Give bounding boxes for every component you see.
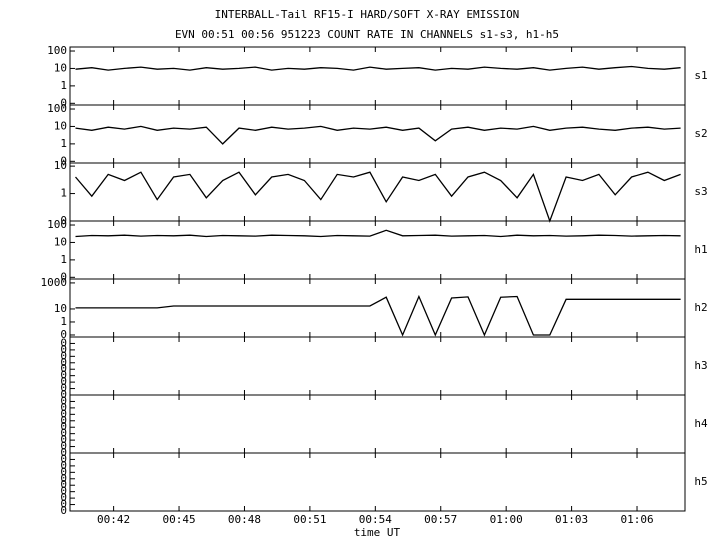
y-tick-label: 1000 — [41, 276, 68, 289]
y-tick-label: 0 — [60, 401, 67, 414]
y-tick-label: 10 — [54, 302, 67, 315]
y-tick-label: 0 — [60, 362, 67, 375]
y-tick-label: 0 — [60, 491, 67, 504]
y-tick-label: 0 — [60, 420, 67, 433]
y-tick-label: 1 — [60, 187, 67, 200]
x-tick-label: 01:00 — [490, 513, 523, 526]
y-tick-label: 10 — [54, 61, 67, 74]
panel-label: h4 — [694, 417, 708, 430]
y-tick-label: 1 — [60, 79, 67, 92]
y-tick-label: 0 — [60, 433, 67, 446]
panel-label: h5 — [694, 475, 707, 488]
data-line — [75, 229, 681, 238]
panel-label: h1 — [694, 243, 707, 256]
y-tick-label: 0 — [60, 214, 67, 227]
y-tick-label: 0 — [60, 459, 67, 472]
y-tick-label: 1 — [60, 315, 67, 328]
panel-frame — [69, 452, 686, 512]
y-tick-label: 0 — [60, 394, 67, 407]
y-tick-label: 0 — [60, 446, 67, 459]
y-tick-label: 10 — [54, 159, 67, 172]
y-tick-label: 0 — [60, 452, 67, 465]
y-tick-label: 0 — [60, 472, 67, 485]
y-tick-label: 0 — [60, 414, 67, 427]
y-tick-label: 0 — [60, 478, 67, 491]
y-tick-label: 0 — [60, 356, 67, 369]
y-tick-label: 100 — [47, 102, 67, 115]
x-tick-label: 01:06 — [620, 513, 653, 526]
y-tick-label: 0 — [60, 349, 67, 362]
panel-label: h2 — [694, 301, 707, 314]
chart-subtitle: EVN 00:51 00:56 951223 COUNT RATE IN CHA… — [175, 28, 559, 41]
y-tick-label: 0 — [60, 504, 67, 517]
x-axis-label: time UT — [354, 526, 401, 539]
y-tick-label: 100 — [47, 44, 67, 57]
y-tick-label: 0 — [60, 382, 67, 395]
y-tick-label: 1 — [60, 137, 67, 150]
x-tick-label: 00:45 — [162, 513, 195, 526]
y-tick-label: 0 — [60, 485, 67, 498]
y-tick-label: 1 — [60, 253, 67, 266]
y-tick-label: 10 — [54, 119, 67, 132]
data-line — [75, 125, 681, 145]
y-tick-label: 0 — [60, 270, 67, 283]
y-tick-label: 0 — [60, 498, 67, 511]
x-tick-label: 00:42 — [97, 513, 130, 526]
y-tick-label: 0 — [60, 465, 67, 478]
y-tick-label: 0 — [60, 96, 67, 109]
data-line — [75, 171, 681, 223]
y-tick-label: 0 — [60, 407, 67, 420]
y-tick-label: 0 — [60, 154, 67, 167]
data-line — [75, 294, 681, 337]
x-tick-label: 00:54 — [359, 513, 392, 526]
x-tick-label: 00:51 — [293, 513, 326, 526]
x-tick-label: 01:03 — [555, 513, 588, 526]
panel-label: s2 — [694, 127, 707, 140]
y-tick-label: 0 — [60, 343, 67, 356]
y-tick-label: 0 — [60, 328, 67, 341]
chart-title: INTERBALL-Tail RF15-I HARD/SOFT X-RAY EM… — [215, 8, 520, 21]
y-tick-label: 0 — [60, 375, 67, 388]
panel-label: s3 — [694, 185, 707, 198]
y-tick-label: 0 — [60, 427, 67, 440]
y-tick-label: 0 — [60, 388, 67, 401]
y-tick-label: 0 — [60, 336, 67, 349]
panel-label: h3 — [694, 359, 707, 372]
y-tick-label: 0 — [60, 440, 67, 453]
y-tick-label: 10 — [54, 235, 67, 248]
y-tick-label: 0 — [60, 369, 67, 382]
data-line — [75, 65, 681, 71]
x-tick-label: 00:48 — [228, 513, 261, 526]
panel-label: s1 — [694, 69, 707, 82]
y-tick-label: 100 — [47, 218, 67, 231]
x-tick-label: 00:57 — [424, 513, 457, 526]
